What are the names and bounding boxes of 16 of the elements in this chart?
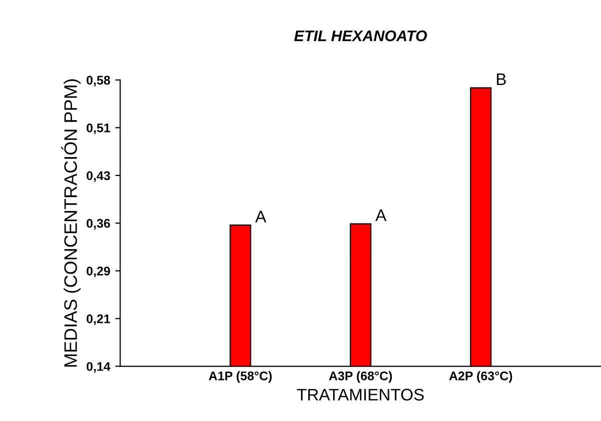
chart-title: ETIL HEXANOATO xyxy=(294,30,427,42)
y-tick-label: 0,14 xyxy=(86,362,110,373)
y-tick-label: 0,43 xyxy=(86,171,110,182)
y-tick-label: 0,21 xyxy=(86,314,110,326)
x-axis-title: TRATAMIENTOS xyxy=(297,388,424,401)
y-tick-label: 0,51 xyxy=(86,123,110,134)
y-tick-label: 0,58 xyxy=(86,76,110,86)
annotation: A xyxy=(255,210,266,222)
y-axis-title: MEDIAS (CONCENTRACIÓN PPM) xyxy=(61,79,81,367)
annotation: B xyxy=(496,74,506,86)
x-tick-label: A3P (68°C) xyxy=(329,371,392,383)
y-tick-label: 0,36 xyxy=(86,218,110,230)
annotation: A xyxy=(375,210,386,222)
x-tick-label: A1P (58°C) xyxy=(208,371,272,383)
y-tick-label: 0,29 xyxy=(86,266,110,278)
x-tick-label: A2P (63°C) xyxy=(449,371,512,383)
